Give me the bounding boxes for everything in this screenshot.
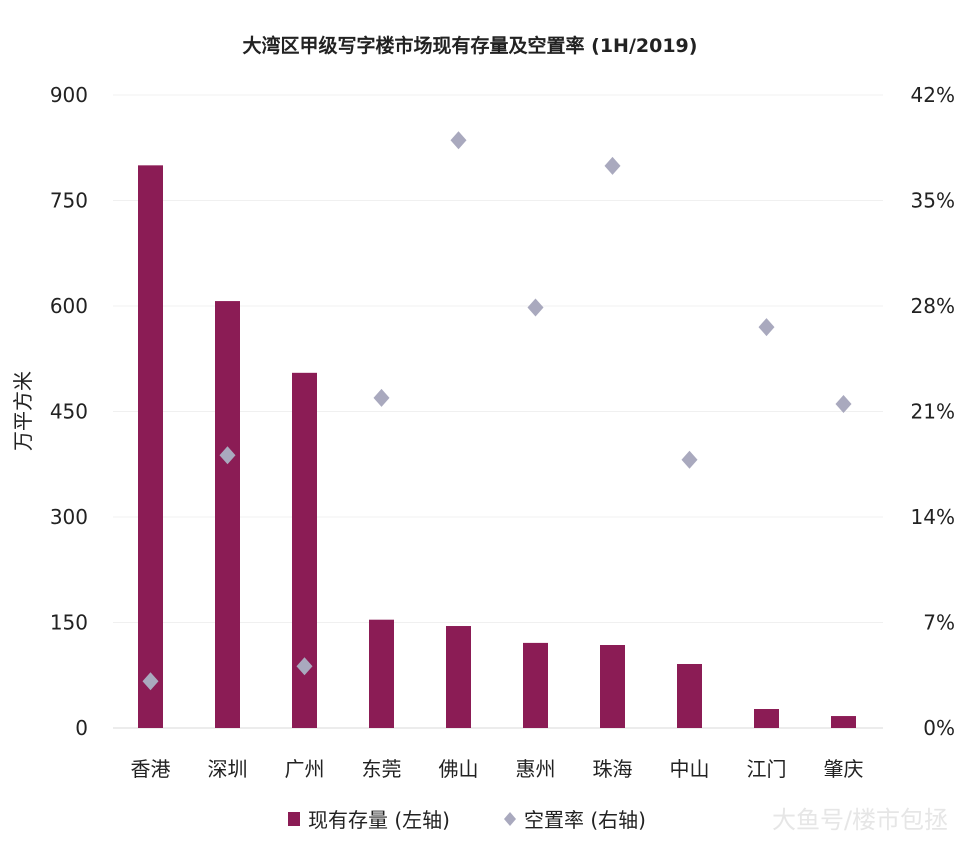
y2-tick-label: 0% [923, 716, 955, 740]
y2-tick-label: 14% [911, 505, 955, 529]
x-tick-label: 中山 [670, 757, 710, 781]
bar [215, 301, 240, 728]
vacancy-point [758, 318, 775, 337]
x-tick-label: 香港 [131, 757, 171, 781]
legend-label-vacancy: 空置率 (右轴) [524, 808, 646, 832]
bar [138, 165, 163, 729]
y-tick-label: 750 [50, 189, 88, 213]
vacancy-point [604, 156, 621, 175]
y2-tick-label: 42% [911, 83, 955, 107]
bar [831, 716, 856, 728]
vacancy-point [142, 672, 159, 691]
y2-tick-label: 21% [911, 400, 955, 424]
vacancy-point [527, 298, 544, 317]
x-tick-label: 珠海 [593, 757, 633, 781]
y-tick-label: 150 [50, 611, 88, 635]
vacancy-point [450, 131, 467, 150]
x-tick-label: 广州 [285, 757, 325, 781]
x-tick-label: 深圳 [208, 757, 248, 781]
vacancy-point [296, 657, 313, 676]
legend-bar-swatch [288, 812, 300, 826]
legend-label-stock: 现有存量 (左轴) [308, 808, 450, 832]
vacancy-point [373, 388, 390, 407]
y2-tick-label: 35% [911, 189, 955, 213]
x-tick-label: 佛山 [439, 757, 479, 781]
bar [754, 709, 779, 728]
x-tick-label: 惠州 [516, 757, 556, 781]
y-axis-label: 万平方米 [11, 371, 35, 451]
bar [677, 663, 702, 728]
x-tick-label: 肇庆 [824, 757, 864, 781]
chart-title: 大湾区甲级写字楼市场现有存量及空置率 (1H/2019) [243, 34, 698, 57]
y2-tick-label: 7% [923, 611, 955, 635]
y-tick-label: 600 [50, 294, 88, 318]
legend-diamond-swatch [504, 812, 516, 826]
vacancy-point [835, 394, 852, 413]
x-tick-label: 东莞 [362, 757, 402, 781]
y-tick-label: 900 [50, 83, 88, 107]
bar [446, 626, 471, 728]
bar [523, 642, 548, 728]
y-tick-label: 450 [50, 400, 88, 424]
x-tick-label: 江门 [747, 757, 787, 781]
bar [600, 645, 625, 728]
watermark: 大鱼号/楼市包拯 [772, 806, 948, 834]
vacancy-point [219, 446, 236, 465]
y-tick-label: 0 [75, 716, 88, 740]
bar [369, 619, 394, 728]
vacancy-point [681, 450, 698, 469]
y-tick-label: 300 [50, 505, 88, 529]
y2-tick-label: 28% [911, 294, 955, 318]
